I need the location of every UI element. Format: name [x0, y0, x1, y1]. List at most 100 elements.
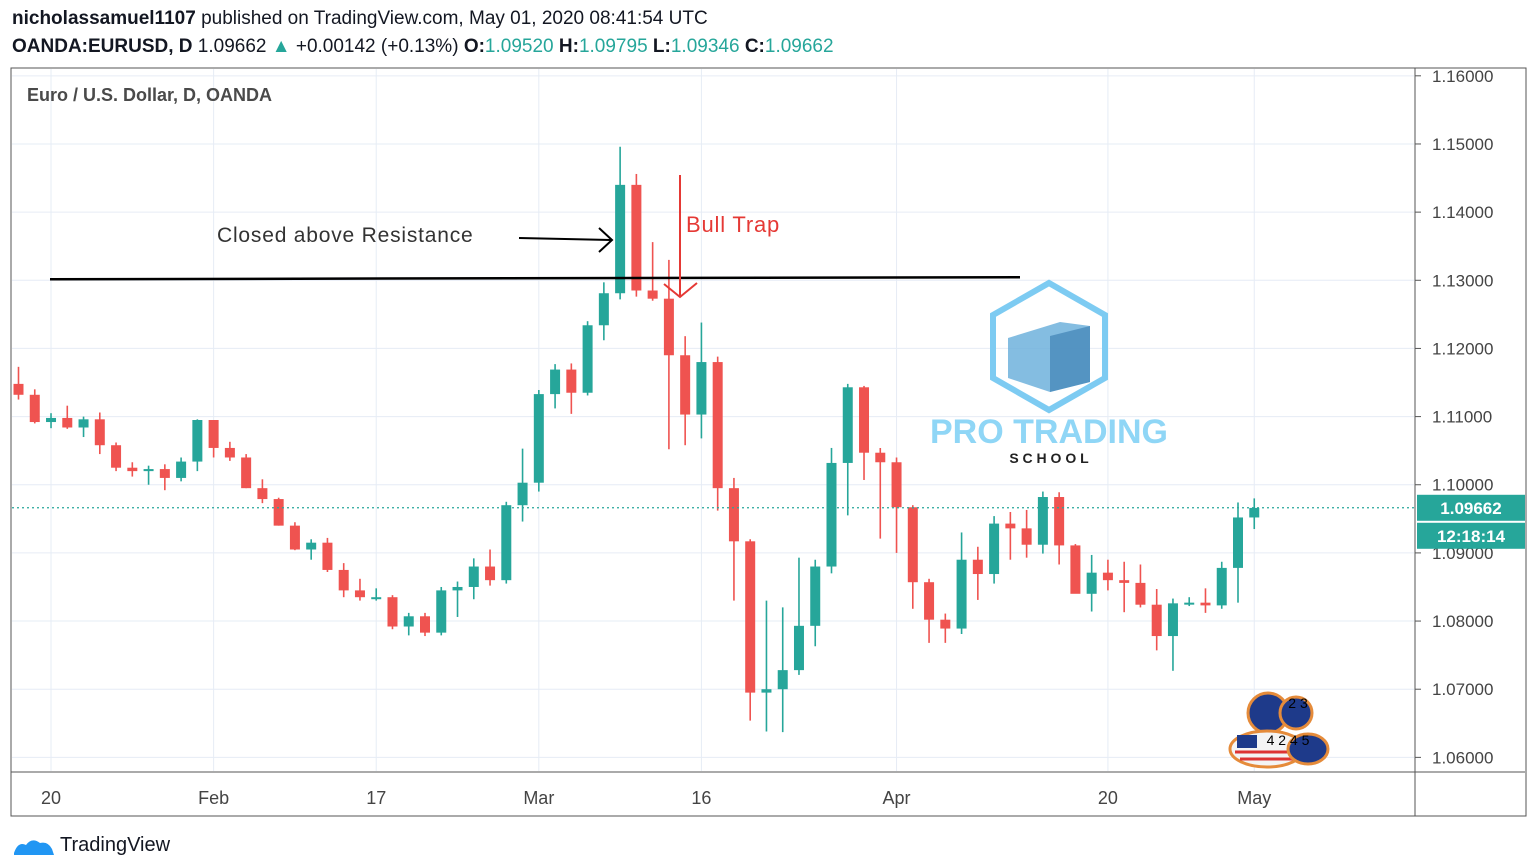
hexagon-logo-icon	[990, 279, 1108, 414]
candle-body	[1151, 604, 1162, 637]
candle-body	[371, 597, 382, 600]
author-name[interactable]: nicholassamuel1107	[12, 8, 196, 29]
price-scale[interactable]: 1.16000 1.15000 1.14000 1.13000 1.12000 1.110…	[1415, 67, 1525, 768]
candle-body	[111, 445, 122, 468]
candle-body	[1005, 523, 1016, 529]
open-value: 1.09520	[484, 36, 554, 57]
countdown-tag	[1417, 522, 1525, 549]
candle-body	[159, 469, 170, 478]
candle-body	[598, 293, 609, 326]
pro-trading-school-watermark: PRO TRADING S C H O O L	[930, 279, 1168, 466]
time-tick-label: Feb	[198, 788, 229, 808]
time-tick-label: 20	[41, 788, 61, 808]
flags-widget[interactable]: 2 3 4 2 4 5	[1228, 691, 1330, 769]
candle-body	[989, 523, 1000, 575]
time-tick-label: Apr	[883, 788, 911, 808]
candle-body	[29, 394, 40, 423]
tradingview-footer[interactable]: TradingView	[12, 834, 170, 857]
candle-body	[387, 597, 398, 627]
publish-header: nicholassamuel1107 published on TradingV…	[12, 8, 708, 30]
candle-body	[663, 298, 674, 356]
candle-body	[615, 184, 626, 294]
candle-body	[62, 417, 73, 428]
candle-body	[322, 542, 333, 570]
candle-body	[452, 586, 463, 591]
time-tick-label: May	[1237, 788, 1271, 808]
candle-body	[728, 488, 739, 542]
resistance-arrowhead-icon	[598, 227, 614, 253]
candle-body	[826, 462, 837, 567]
candle-body	[550, 369, 561, 395]
candle-body	[420, 616, 430, 633]
price-tick-label: 1.12000	[1432, 339, 1493, 358]
price-tick-label: 1.06000	[1432, 748, 1493, 767]
last-price: 1.09662	[197, 36, 267, 57]
candle-body	[956, 559, 967, 629]
symbol-header: OANDA:EURUSD, D 1.09662 ▲ +0.00142 (+0.1…	[12, 36, 834, 58]
candle-body	[1021, 528, 1032, 545]
candle-body	[875, 452, 886, 463]
candle-body	[907, 507, 918, 583]
candle-body	[224, 447, 235, 458]
price-tick-label: 1.16000	[1432, 67, 1493, 86]
candle-body	[647, 290, 658, 299]
candle-body	[777, 670, 788, 690]
candle-body	[468, 566, 479, 587]
candle-body	[924, 582, 935, 620]
candle-body	[891, 462, 902, 508]
candle-body	[842, 387, 853, 463]
candle-body	[1086, 572, 1097, 594]
us-flag-canton	[1237, 735, 1257, 748]
candle-body	[1216, 567, 1227, 606]
candles-layer	[13, 146, 1260, 733]
cube-side-icon	[1050, 326, 1090, 392]
price-tick-label: 1.15000	[1432, 135, 1493, 154]
candle-body	[143, 469, 154, 472]
price-tick-label: 1.07000	[1432, 680, 1493, 699]
footer-brand: TradingView	[60, 834, 171, 856]
price-tick-label: 1.11000	[1432, 408, 1492, 427]
candle-body	[1200, 602, 1211, 606]
time-scale[interactable]: 20 Feb 17 Mar 16 Apr 20 May	[41, 788, 1271, 808]
annotation-layer: Closed above Resistance Bull Trap	[12, 175, 1414, 509]
candle-body	[273, 499, 284, 526]
candle-body	[257, 488, 268, 500]
candle-body	[533, 394, 544, 483]
bull-trap-arrowhead-icon	[663, 282, 698, 299]
candle-body	[810, 566, 821, 626]
candle-body	[338, 569, 349, 591]
candle-body	[1249, 507, 1260, 518]
candle-body	[1135, 582, 1146, 605]
low-label: L:	[652, 36, 671, 57]
price-change: +0.00142 (+0.13%)	[295, 36, 459, 57]
candle-body	[94, 419, 105, 446]
candle-body	[306, 542, 317, 550]
candle-body	[436, 590, 447, 633]
candle-body	[1037, 497, 1048, 545]
candle-body	[13, 383, 24, 395]
published-text: published on TradingView.com, May 01, 20…	[201, 8, 708, 29]
candle-body	[289, 525, 300, 550]
candle-body	[582, 325, 593, 393]
resistance-arrow	[518, 237, 612, 241]
resistance-line	[49, 275, 1021, 281]
price-scale-frame[interactable]	[1414, 67, 1527, 817]
candle-body	[78, 419, 89, 428]
chart-title: Euro / U.S. Dollar, D, OANDA	[27, 85, 272, 105]
candle-body	[712, 362, 723, 489]
symbol-label: OANDA:EURUSD, D	[12, 36, 193, 57]
candle-body	[745, 541, 756, 693]
open-label: O:	[463, 36, 485, 57]
last-price-tag	[1417, 494, 1525, 521]
eu-flag-icon-2	[1278, 695, 1314, 731]
candle-body	[696, 362, 707, 415]
last-price-tag-label: 1.09662	[1440, 499, 1501, 518]
candle-body	[176, 461, 187, 478]
high-value: 1.09795	[578, 36, 648, 57]
price-tick-label: 1.10000	[1432, 476, 1493, 495]
candle-body	[859, 387, 870, 453]
candle-body	[566, 369, 577, 393]
candle-body	[1233, 517, 1243, 568]
candle-body	[793, 625, 804, 671]
